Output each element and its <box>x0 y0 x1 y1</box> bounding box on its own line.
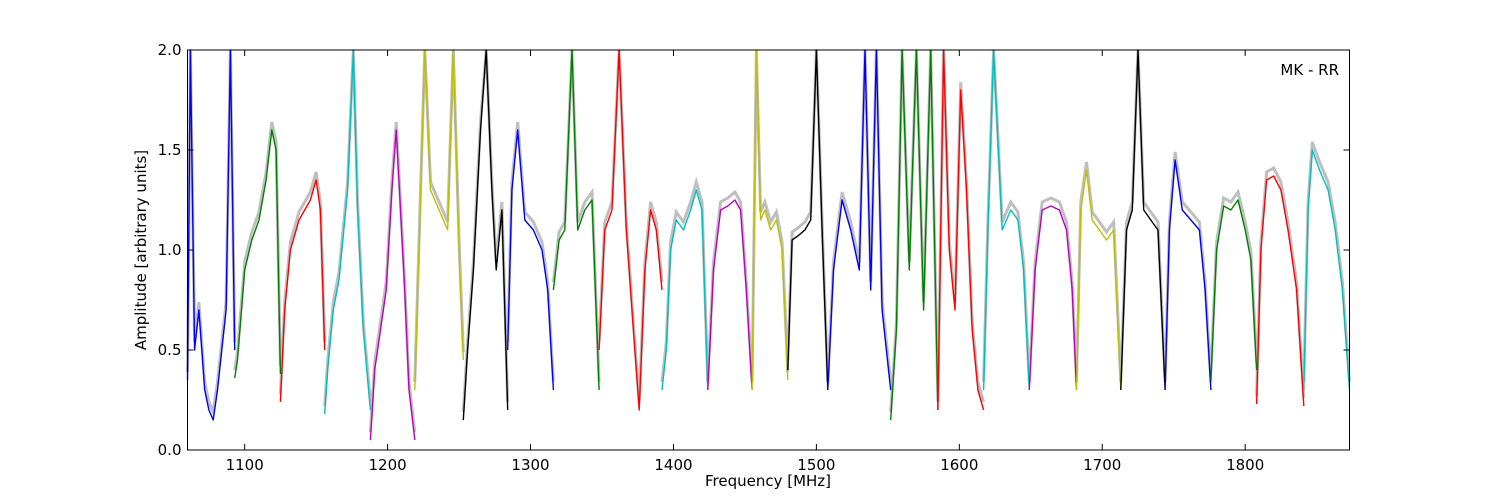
series-line-3 <box>324 49 372 415</box>
series-line-22 <box>1210 199 1258 381</box>
x-axis-ticks: 1100 1200 1300 1400 1500 1600 1700 1800 <box>226 50 1264 474</box>
y-tick-label-3: 1.5 <box>158 141 182 159</box>
x-tick-label-2: 1300 <box>511 456 549 474</box>
series-line-16 <box>937 49 985 411</box>
x-tick-label-4: 1500 <box>797 456 835 474</box>
y-axis-title: Amplitude [arbitrary units] <box>132 150 150 350</box>
chart-annotation: MK - RR <box>1280 61 1339 79</box>
series-line-13 <box>787 49 829 391</box>
y-tick-label-0: 0.0 <box>158 441 182 459</box>
background-trace-19 <box>1075 161 1123 383</box>
series-line-20 <box>1120 49 1166 391</box>
series-line-4 <box>369 129 416 441</box>
series-line-17 <box>982 49 1030 391</box>
plot-area <box>186 49 1351 441</box>
series-line-1 <box>234 129 282 379</box>
y-tick-label-1: 0.5 <box>158 341 182 359</box>
series-line-10 <box>661 189 709 391</box>
series-line-7 <box>507 129 555 391</box>
x-tick-label-5: 1600 <box>940 456 978 474</box>
y-tick-label-4: 2.0 <box>158 41 182 59</box>
series-line-11 <box>707 199 753 391</box>
series-line-15 <box>890 49 939 421</box>
series-line-0 <box>186 49 236 421</box>
x-tick-label-1: 1200 <box>369 456 407 474</box>
series-line-18 <box>1028 205 1078 391</box>
series-layer <box>186 49 1351 441</box>
series-line-2 <box>279 179 326 403</box>
background-trace-7 <box>506 121 555 383</box>
series-line-12 <box>751 49 789 391</box>
background-trace-2 <box>278 171 327 395</box>
series-line-21 <box>1164 159 1212 391</box>
x-tick-label-3: 1400 <box>654 456 692 474</box>
series-line-9 <box>598 49 663 411</box>
series-line-5 <box>414 49 464 391</box>
x-tick-label-6: 1700 <box>1083 456 1121 474</box>
y-tick-label-2: 1.0 <box>158 241 182 259</box>
series-line-23 <box>1255 175 1305 407</box>
background-trace-22 <box>1209 188 1259 373</box>
x-axis-title: Frequency [MHz] <box>705 472 831 490</box>
y-axis-ticks: 0.0 0.5 1.0 1.5 2.0 <box>158 41 1350 459</box>
series-line-8 <box>552 49 600 391</box>
x-tick-label-7: 1800 <box>1226 456 1264 474</box>
series-line-14 <box>827 49 892 391</box>
background-trace-18 <box>1027 196 1078 383</box>
x-tick-label-0: 1100 <box>226 456 264 474</box>
series-line-24 <box>1303 149 1351 391</box>
series-line-19 <box>1075 169 1122 391</box>
